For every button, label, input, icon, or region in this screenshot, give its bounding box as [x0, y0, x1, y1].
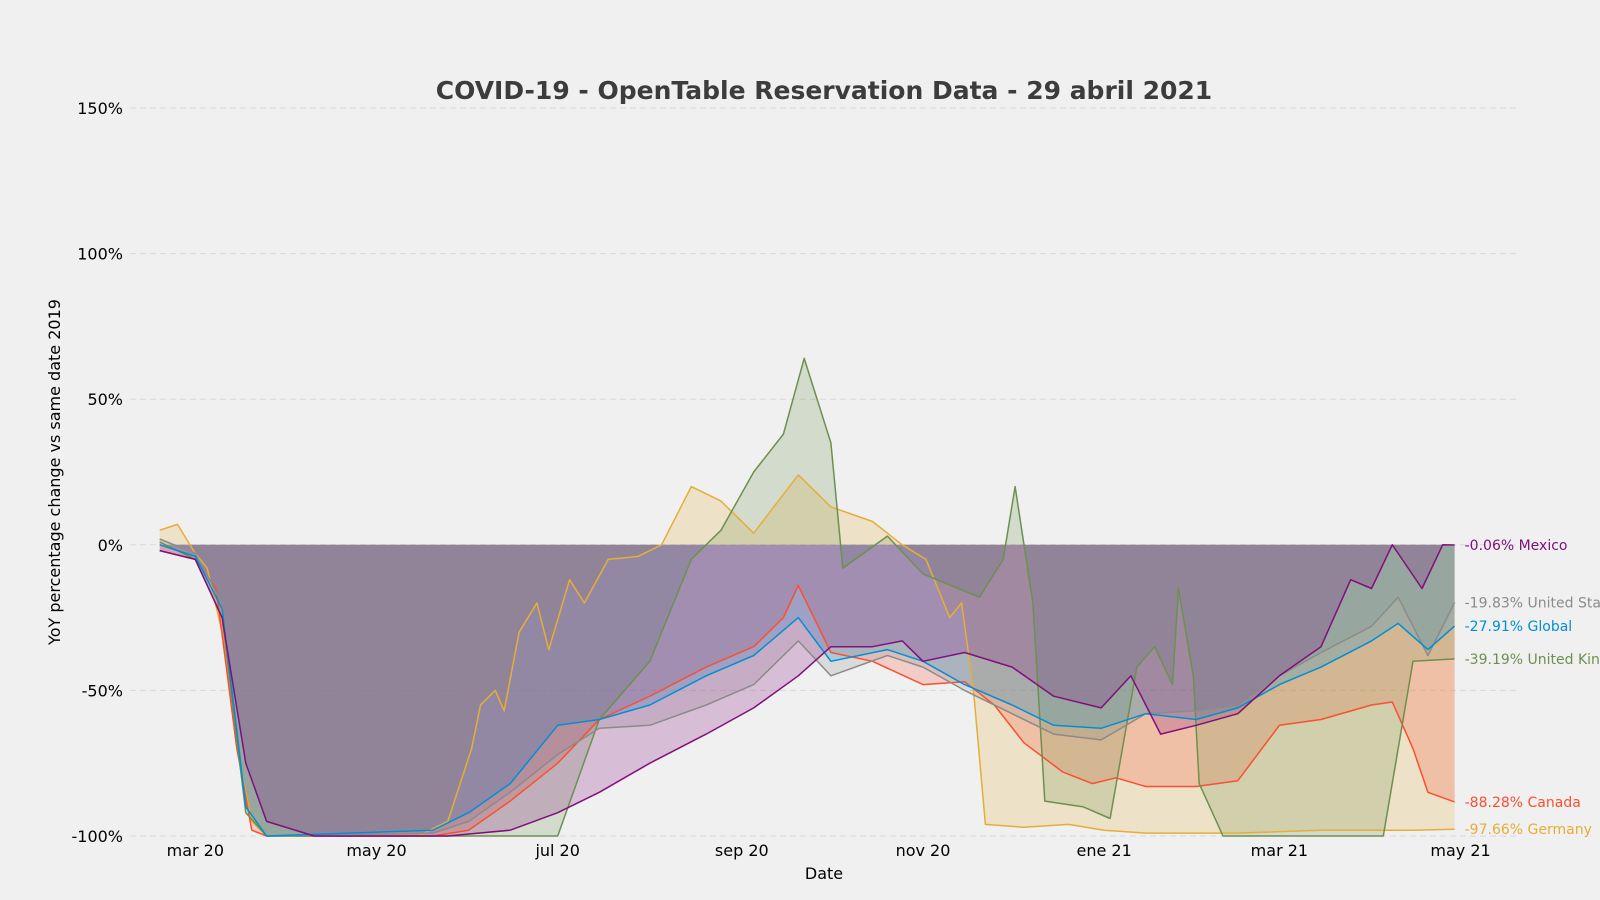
- x-tick-label: sep 20: [715, 841, 769, 860]
- x-tick-label: jul 20: [534, 841, 579, 860]
- series-end-labels: -97.66% Germany -88.28% Canada -39.19% Uni…: [1465, 538, 1600, 838]
- end-label-united-kingdom: -39.19% United Kin: [1465, 652, 1600, 668]
- series-area-global: [159, 544, 1455, 836]
- series-area-united-states: [159, 539, 1455, 836]
- y-tick-label: 100%: [77, 245, 123, 264]
- series-line-united-kingdom: [159, 357, 1455, 837]
- end-label-canada: -88.28% Canada: [1465, 795, 1581, 811]
- series-area-germany: [159, 474, 1455, 836]
- series-area-mexico: [159, 544, 1455, 836]
- chart-title: COVID-19 - OpenTable Reservation Data - …: [436, 76, 1212, 105]
- series-area-canada: [159, 544, 1455, 836]
- end-label-mexico: -0.06% Mexico: [1465, 538, 1568, 554]
- y-tick-label: 150%: [77, 99, 123, 118]
- series-line-united-states: [159, 538, 1456, 837]
- x-tick-label: ene 21: [1077, 841, 1132, 860]
- end-label-global: -27.91% Global: [1465, 619, 1573, 635]
- series-lines: [159, 357, 1456, 837]
- y-tick-label: -100%: [71, 827, 123, 846]
- end-label-germany: -97.66% Germany: [1465, 822, 1592, 838]
- series-area-united-kingdom: [159, 358, 1455, 836]
- x-axis-label: Date: [805, 864, 843, 883]
- series-line-mexico: [159, 544, 1455, 837]
- y-tick-label: 50%: [87, 390, 123, 409]
- x-axis-ticks: mar 20 may 20 jul 20 sep 20 nov 20 ene 21 mar …: [167, 841, 1491, 860]
- x-tick-label: mar 21: [1251, 841, 1308, 860]
- y-tick-label: -50%: [82, 681, 123, 700]
- x-tick-label: may 21: [1430, 841, 1490, 860]
- x-tick-label: nov 20: [896, 841, 951, 860]
- x-tick-label: mar 20: [167, 841, 224, 860]
- y-axis-ticks: 150% 100% 50% 0% -50% -100%: [71, 99, 123, 846]
- series-line-global: [159, 544, 1456, 837]
- end-label-united-states: -19.83% United Sta: [1465, 596, 1600, 612]
- series-areas: [159, 358, 1455, 836]
- y-axis-label: YoY percentage change vs same date 2019: [45, 299, 64, 646]
- y-tick-label: 0%: [98, 536, 123, 555]
- x-tick-label: may 20: [346, 841, 406, 860]
